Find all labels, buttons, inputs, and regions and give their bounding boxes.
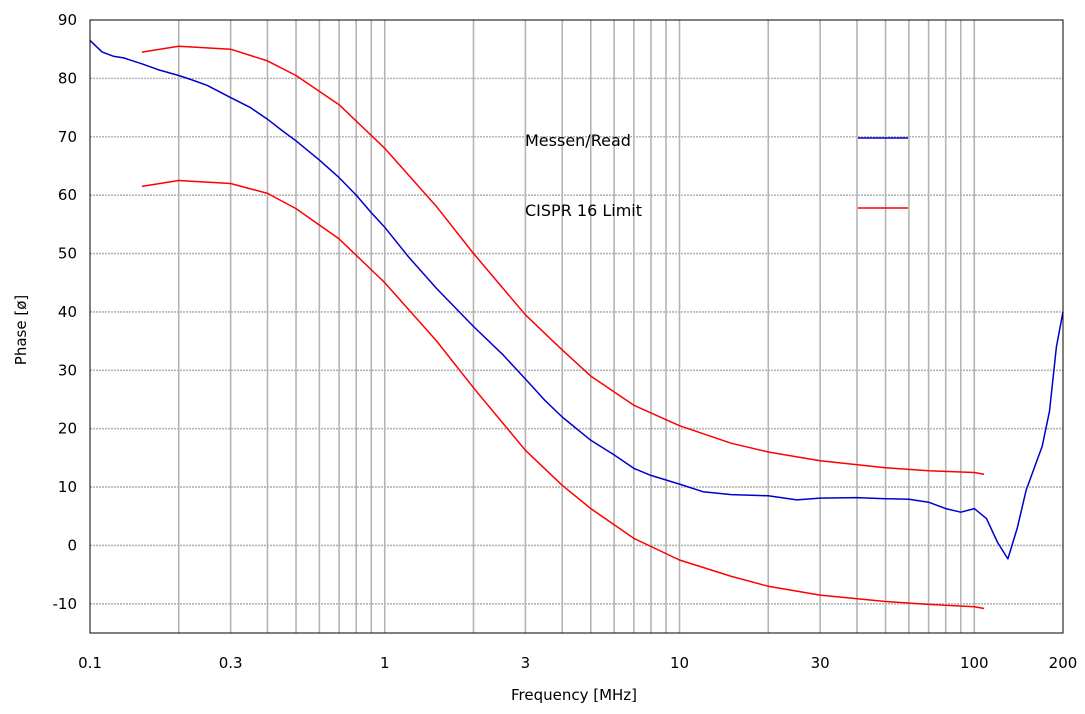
- y-tick-label: 90: [58, 11, 77, 29]
- plot-frame: [89, 19, 1064, 634]
- x-tick-label: 30: [811, 654, 830, 672]
- y-tick-label: 30: [58, 361, 77, 379]
- x-tick-label: 10: [670, 654, 689, 672]
- y-tick-label: 60: [58, 186, 77, 204]
- legend-label-cispr-limit: CISPR 16 Limit: [525, 201, 642, 220]
- x-tick-label: 1: [380, 654, 390, 672]
- y-tick-label: 50: [58, 245, 77, 263]
- series-line-cispr-upper-limit: [141, 45, 985, 475]
- y-tick-label: 20: [58, 420, 77, 438]
- y-tick-label: 80: [58, 69, 77, 87]
- y-tick-label: 10: [58, 478, 77, 496]
- y-tick-label: 0: [67, 536, 77, 554]
- series-line-cispr-lower-limit: [141, 179, 985, 610]
- legend: Messen/Read CISPR 16 Limit: [525, 131, 908, 220]
- x-axis-label: Frequency [MHz]: [511, 686, 637, 704]
- y-tick-label: -10: [53, 595, 78, 613]
- y-tick-label: 40: [58, 303, 77, 321]
- series-layer: [89, 39, 1064, 610]
- legend-label-messen-read: Messen/Read: [525, 131, 631, 150]
- x-tick-label: 0.1: [78, 654, 102, 672]
- y-axis-label: Phase [ø]: [12, 295, 30, 365]
- x-tick-label: 0.3: [219, 654, 243, 672]
- x-tick-label: 3: [521, 654, 531, 672]
- series-line-messen-read: [89, 39, 1064, 560]
- y-tick-label: 70: [58, 128, 77, 146]
- x-tick-label: 200: [1049, 654, 1078, 672]
- x-tick-label: 100: [960, 654, 989, 672]
